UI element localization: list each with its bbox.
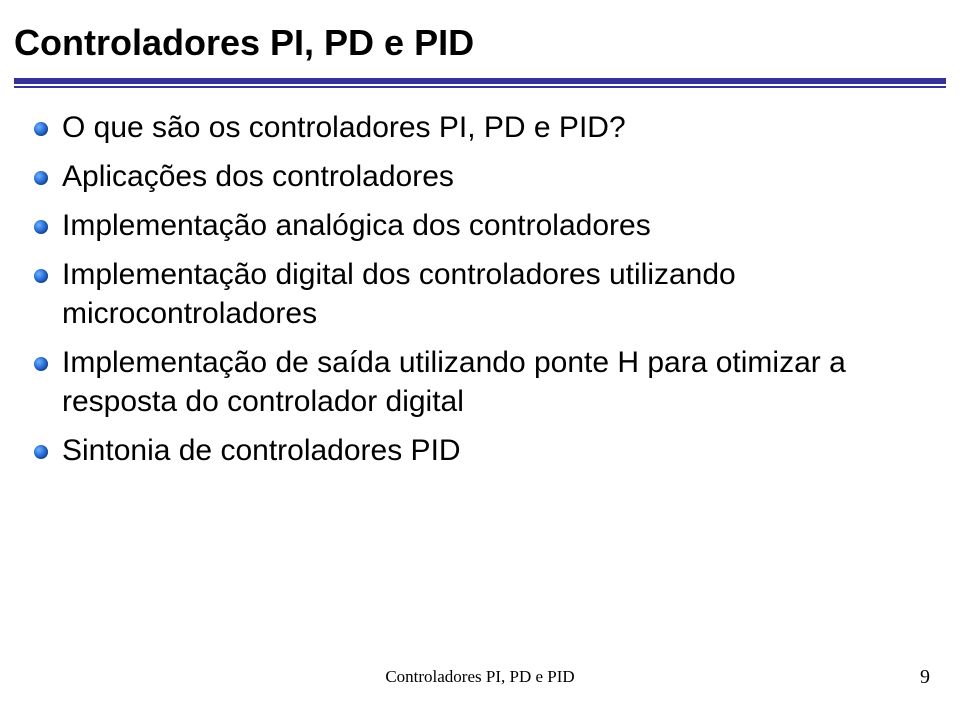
bullet-text: Sintonia de controladores PID <box>62 431 461 470</box>
list-item: O que são os controladores PI, PD e PID? <box>34 108 924 147</box>
title-rule-thin <box>14 86 946 88</box>
bullet-text: Aplicações dos controladores <box>62 157 454 196</box>
bullet-icon <box>34 269 48 283</box>
bullet-icon <box>34 171 48 185</box>
list-item: Aplicações dos controladores <box>34 157 924 196</box>
list-item: Implementação analógica dos controladore… <box>34 206 924 245</box>
bullet-icon <box>34 122 48 136</box>
slide-title: Controladores PI, PD e PID <box>14 22 474 64</box>
bullet-icon <box>34 357 48 371</box>
page-number: 9 <box>920 666 930 689</box>
list-item: Implementação digital dos controladores … <box>34 255 924 333</box>
bullet-list: O que são os controladores PI, PD e PID?… <box>34 108 924 480</box>
title-rule <box>14 78 946 88</box>
bullet-text: Implementação de saída utilizando ponte … <box>62 343 924 421</box>
bullet-text: Implementação digital dos controladores … <box>62 255 924 333</box>
title-rule-thick <box>14 78 946 84</box>
bullet-icon <box>34 445 48 459</box>
bullet-icon <box>34 220 48 234</box>
bullet-text: Implementação analógica dos controladore… <box>62 206 651 245</box>
bullet-text: O que são os controladores PI, PD e PID? <box>62 108 626 147</box>
footer-text: Controladores PI, PD e PID <box>0 667 960 687</box>
list-item: Implementação de saída utilizando ponte … <box>34 343 924 421</box>
list-item: Sintonia de controladores PID <box>34 431 924 470</box>
